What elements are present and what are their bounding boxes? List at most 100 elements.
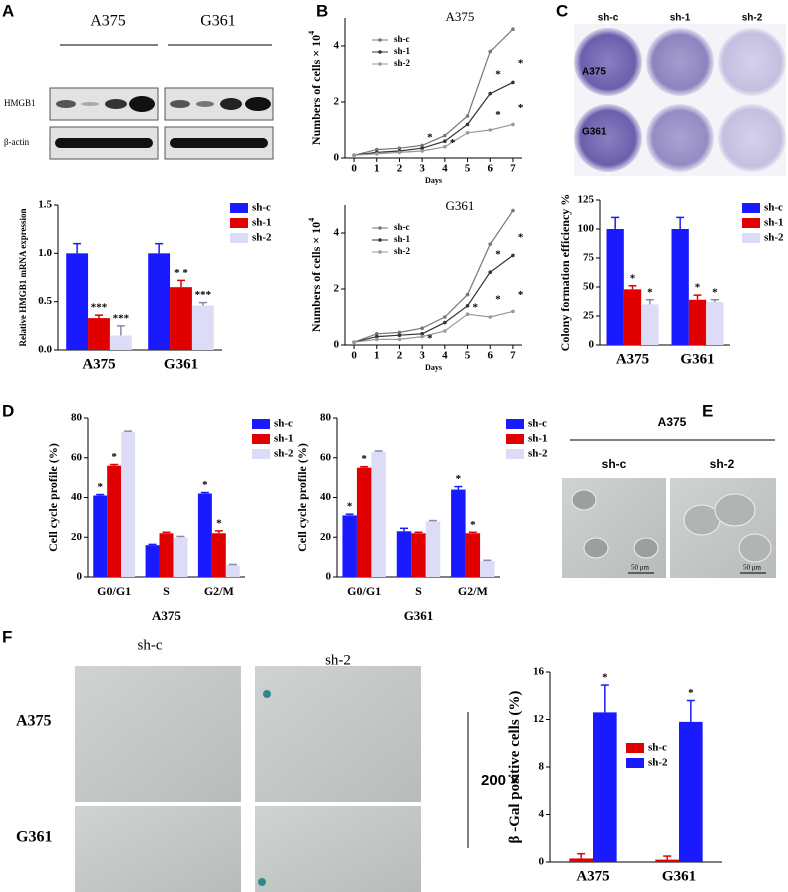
significance-label: * bbox=[495, 293, 501, 305]
legend-label: sh-2 bbox=[648, 757, 668, 769]
y-axis-label-sup: 4 bbox=[307, 31, 316, 35]
point bbox=[511, 80, 515, 85]
point bbox=[374, 337, 379, 342]
point bbox=[374, 334, 379, 339]
legend-swatch bbox=[742, 233, 760, 243]
y-axis-label-text: Numbers of cells × 10 bbox=[309, 35, 323, 145]
morphology-column-label: sh-c bbox=[602, 457, 627, 471]
legend-swatch bbox=[506, 434, 524, 444]
bar bbox=[88, 318, 110, 350]
legend-marker bbox=[378, 238, 382, 242]
bar bbox=[197, 493, 212, 577]
significance-label: * bbox=[427, 333, 433, 345]
x-tick-label: S bbox=[163, 584, 170, 598]
band bbox=[220, 98, 242, 110]
point bbox=[443, 139, 447, 143]
y-axis-label-text: Numbers of cells × 10 bbox=[309, 222, 323, 332]
y-tick-label: 80 bbox=[320, 412, 332, 424]
plate bbox=[718, 28, 786, 96]
significance-label: * bbox=[518, 102, 524, 114]
significance-label: * bbox=[495, 109, 501, 121]
bar bbox=[342, 515, 357, 577]
y-axis-label-text: Cell cycle profile (%) bbox=[295, 443, 309, 552]
legend-swatch bbox=[252, 449, 270, 459]
legend-label: sh-1 bbox=[764, 217, 784, 229]
x-tick-label: G0/G1 bbox=[97, 584, 131, 598]
point bbox=[488, 49, 493, 54]
stained-cell bbox=[258, 878, 266, 886]
point bbox=[465, 122, 470, 127]
point bbox=[420, 149, 424, 153]
plate-column-label: sh-c bbox=[598, 13, 619, 24]
y-tick-label: 4 bbox=[334, 40, 340, 52]
y-tick-label: 0 bbox=[334, 152, 340, 164]
y-tick-label: 8 bbox=[539, 761, 545, 773]
x-tick-label: G361 bbox=[680, 351, 714, 367]
scale-bar-label: 50 μm bbox=[631, 564, 650, 572]
y-tick-label: 0 bbox=[334, 339, 340, 351]
legend-label: sh-c bbox=[528, 418, 547, 430]
point bbox=[397, 337, 402, 342]
staining-row-label: G361 bbox=[16, 829, 52, 846]
line bbox=[354, 123, 514, 156]
y-tick-label: 16 bbox=[533, 666, 545, 678]
significance-label: * bbox=[518, 232, 524, 244]
legend-swatch bbox=[626, 743, 644, 753]
y-tick-label: 4 bbox=[539, 808, 545, 820]
chart-title: A375 bbox=[446, 9, 475, 24]
point bbox=[443, 315, 447, 319]
y-tick-label: 40 bbox=[71, 491, 83, 503]
bar bbox=[396, 531, 412, 577]
bar bbox=[425, 521, 441, 577]
point bbox=[465, 312, 470, 317]
scale-bar-label: 50 μm bbox=[743, 564, 762, 572]
significance-label: * bbox=[470, 519, 476, 531]
point bbox=[420, 143, 424, 148]
x-tick-label: 1 bbox=[374, 163, 380, 175]
point bbox=[488, 128, 493, 132]
significance-label: * bbox=[602, 672, 608, 684]
y-tick-label: 80 bbox=[71, 412, 83, 424]
point bbox=[511, 27, 515, 32]
cell bbox=[714, 493, 756, 527]
significance-label: * bbox=[630, 272, 636, 284]
bar bbox=[671, 229, 689, 345]
morphology: A375 sh-c sh-2 50 μm 50 μm bbox=[562, 415, 776, 578]
significance-label: * bbox=[518, 289, 524, 301]
significance-label: * bbox=[97, 481, 103, 493]
staining-column-label: sh-c bbox=[138, 637, 163, 653]
plate-row-label: A375 bbox=[582, 67, 606, 78]
legend-label: sh-c bbox=[394, 34, 410, 44]
legend-swatch bbox=[742, 203, 760, 213]
bar bbox=[706, 302, 724, 345]
blot-row-label: HMGB1 bbox=[4, 98, 36, 108]
legend-swatch bbox=[230, 218, 248, 228]
point bbox=[352, 153, 356, 157]
legend-marker bbox=[378, 250, 382, 254]
legend-label: sh-2 bbox=[394, 246, 411, 256]
x-tick-label: 7 bbox=[510, 350, 516, 362]
panel-letter: D bbox=[2, 401, 14, 420]
significance-label: * bbox=[695, 282, 701, 294]
y-tick-label: 20 bbox=[320, 531, 332, 543]
y-tick-label: 0 bbox=[326, 571, 332, 583]
staining-column-label: sh-2 bbox=[325, 652, 351, 668]
significance-label: * bbox=[427, 132, 433, 144]
y-axis-label: Cell cycle profile (%) bbox=[295, 443, 309, 552]
y-tick-label: 2 bbox=[334, 283, 340, 295]
point bbox=[397, 150, 402, 155]
micrograph bbox=[75, 806, 241, 892]
x-tick-label: A375 bbox=[82, 356, 115, 372]
y-axis-label: β -Gal positive cells (%) bbox=[507, 691, 523, 844]
panel-letter: B bbox=[316, 1, 328, 20]
band bbox=[55, 138, 153, 148]
line bbox=[353, 210, 514, 343]
x-tick-label: S bbox=[415, 584, 422, 598]
point bbox=[352, 340, 356, 345]
legend-label: sh-1 bbox=[274, 433, 294, 445]
legend-swatch bbox=[230, 203, 248, 213]
x-tick-label: 2 bbox=[397, 163, 403, 175]
chart-title: G361 bbox=[446, 198, 475, 213]
y-tick-label: 0.5 bbox=[38, 295, 52, 307]
